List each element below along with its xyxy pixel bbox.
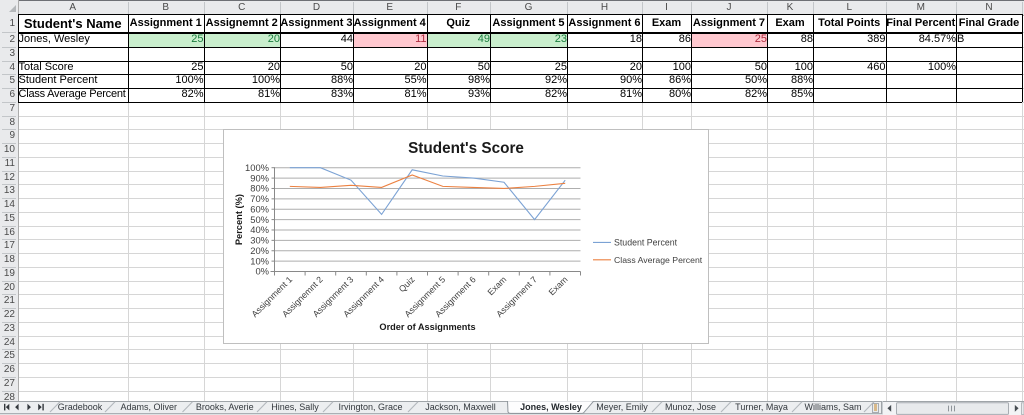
svg-text:90%: 90% — [250, 172, 269, 183]
svg-text:Percent (%): Percent (%) — [234, 194, 244, 245]
svg-text:Order of Assignments: Order of Assignments — [379, 322, 475, 332]
svg-text:60%: 60% — [250, 203, 269, 214]
svg-text:50%: 50% — [250, 214, 269, 225]
svg-text:Student Percent: Student Percent — [614, 238, 678, 248]
svg-text:10%: 10% — [250, 255, 269, 266]
svg-text:100%: 100% — [245, 162, 269, 173]
svg-text:Class Average Percent: Class Average Percent — [614, 255, 703, 265]
svg-text:0%: 0% — [255, 266, 269, 277]
svg-text:40%: 40% — [250, 224, 269, 235]
svg-text:70%: 70% — [250, 193, 269, 204]
svg-text:Student's Score: Student's Score — [408, 140, 524, 157]
svg-text:20%: 20% — [250, 245, 269, 256]
svg-text:30%: 30% — [250, 235, 269, 246]
svg-text:80%: 80% — [250, 183, 269, 194]
